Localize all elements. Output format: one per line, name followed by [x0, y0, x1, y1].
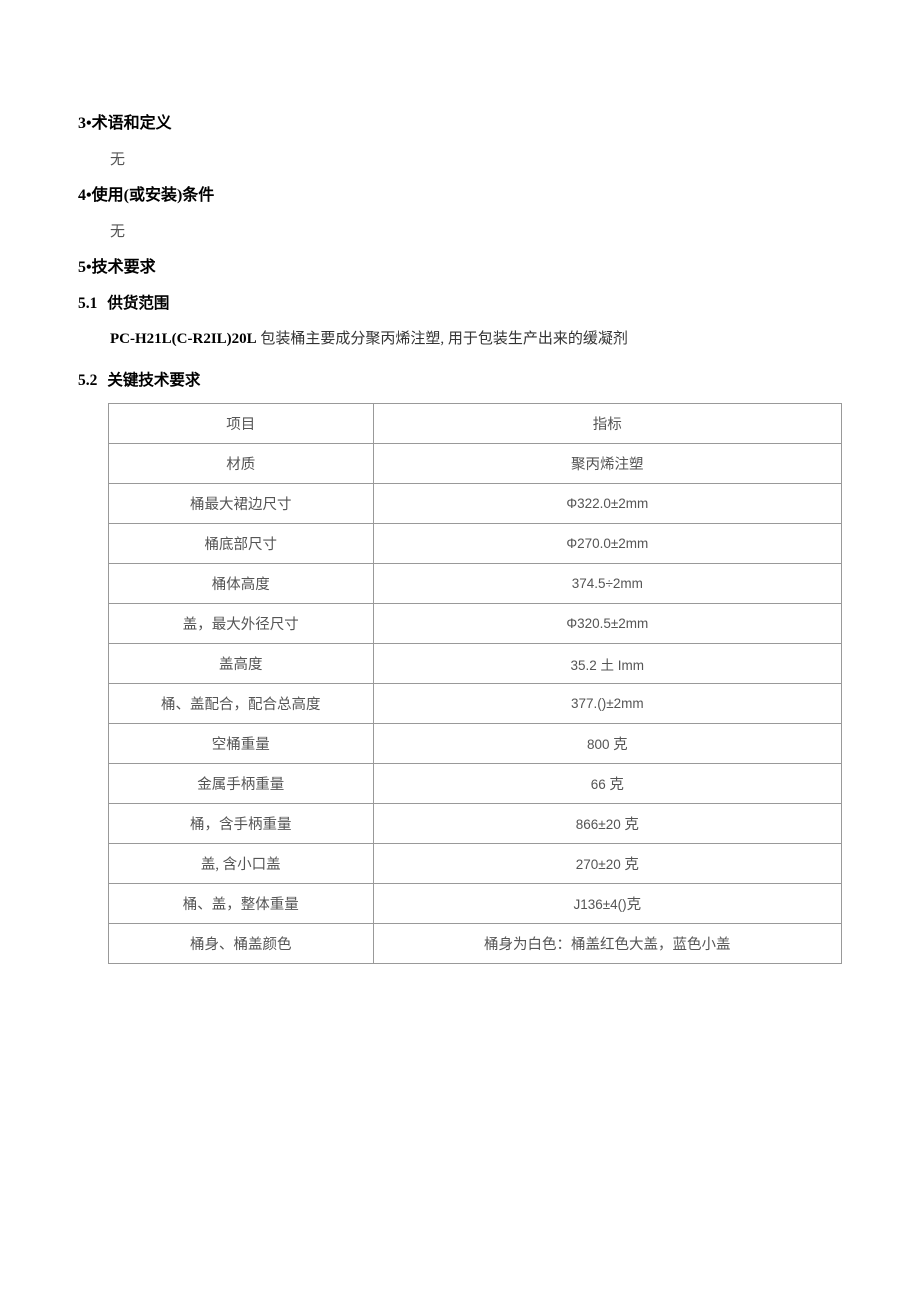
section-5-num: 5 — [78, 259, 86, 276]
supply-scope-text: PC-H21L(C-R2IL)20L 包装桶主要成分聚丙烯注塑, 用于包装生产出… — [78, 326, 842, 353]
table-row-label: 桶底部尺寸 — [109, 524, 374, 564]
table-row-label: 盖, 含小口盖 — [109, 844, 374, 884]
section-5-heading: 5•技术要求 — [78, 254, 842, 283]
section-5-2-heading: 5.2 关键技术要求 — [78, 367, 842, 395]
table-row-label: 桶、盖，整体重量 — [109, 884, 374, 924]
table-row-value: Φ320.5±2mm — [373, 604, 841, 644]
section-4-title: 使用(或安装)条件 — [92, 187, 215, 204]
table-header-value: 指标 — [373, 404, 841, 444]
table-row-label: 桶、盖配合，配合总高度 — [109, 684, 374, 724]
table-row-label: 桶体高度 — [109, 564, 374, 604]
section-5-title: 技术要求 — [92, 259, 156, 276]
table-row: 材质聚丙烯注塑 — [109, 444, 842, 484]
spec-table-body: 项目指标材质聚丙烯注塑桶最大裙边尺寸Φ322.0±2mm桶底部尺寸Φ270.0±… — [109, 404, 842, 964]
table-row-label: 桶最大裙边尺寸 — [109, 484, 374, 524]
section-3-heading: 3•术语和定义 — [78, 110, 842, 139]
table-row-value: 35.2 土 Imm — [373, 644, 841, 684]
table-row: 空桶重量800 克 — [109, 724, 842, 764]
section-5-1-heading: 5.1 供货范围 — [78, 290, 842, 318]
section-5-2-num: 5.2 — [78, 372, 97, 389]
table-row-value: 866±20 克 — [373, 804, 841, 844]
table-row-value: 270±20 克 — [373, 844, 841, 884]
section-5-2-title: 关键技术要求 — [107, 372, 200, 389]
table-row: 桶体高度374.5÷2mm — [109, 564, 842, 604]
table-row: 桶底部尺寸Φ270.0±2mm — [109, 524, 842, 564]
table-row-value: 374.5÷2mm — [373, 564, 841, 604]
table-header-label: 项目 — [109, 404, 374, 444]
table-row: 桶身、桶盖颜色桶身为白色：桶盖红色大盖，蓝色小盖 — [109, 924, 842, 964]
spec-table: 项目指标材质聚丙烯注塑桶最大裙边尺寸Φ322.0±2mm桶底部尺寸Φ270.0±… — [108, 403, 842, 964]
table-row-value: 桶身为白色：桶盖红色大盖，蓝色小盖 — [373, 924, 841, 964]
table-row: 金属手柄重量66 克 — [109, 764, 842, 804]
section-4-heading: 4•使用(或安装)条件 — [78, 182, 842, 211]
section-3-body: 无 — [78, 147, 842, 174]
table-row-label: 盖高度 — [109, 644, 374, 684]
table-row: 桶，含手柄重量866±20 克 — [109, 804, 842, 844]
table-row-value: 800 克 — [373, 724, 841, 764]
table-row-value: 377.()±2mm — [373, 684, 841, 724]
supply-desc: 包装桶主要成分聚丙烯注塑, 用于包装生产出来的缓凝剂 — [257, 331, 628, 347]
section-3-title: 术语和定义 — [92, 115, 172, 132]
table-row-label: 金属手柄重量 — [109, 764, 374, 804]
table-row-label: 空桶重量 — [109, 724, 374, 764]
table-row: 桶、盖配合，配合总高度377.()±2mm — [109, 684, 842, 724]
table-row: 桶最大裙边尺寸Φ322.0±2mm — [109, 484, 842, 524]
product-code: PC-H21L(C-R2IL)20L — [110, 331, 257, 347]
section-5-1-title: 供货范围 — [107, 295, 169, 312]
table-row-label: 材质 — [109, 444, 374, 484]
table-row: 桶、盖，整体重量J136±4()克 — [109, 884, 842, 924]
section-5-1-num: 5.1 — [78, 295, 97, 312]
section-3-num: 3 — [78, 115, 86, 132]
table-row-label: 桶，含手柄重量 — [109, 804, 374, 844]
table-row-value: 66 克 — [373, 764, 841, 804]
table-row-value: Φ270.0±2mm — [373, 524, 841, 564]
table-row: 盖, 含小口盖270±20 克 — [109, 844, 842, 884]
table-header-row: 项目指标 — [109, 404, 842, 444]
table-row: 盖高度35.2 土 Imm — [109, 644, 842, 684]
table-row-label: 桶身、桶盖颜色 — [109, 924, 374, 964]
table-row-label: 盖，最大外径尺寸 — [109, 604, 374, 644]
section-4-num: 4 — [78, 187, 86, 204]
table-row-value: J136±4()克 — [373, 884, 841, 924]
table-row-value: Φ322.0±2mm — [373, 484, 841, 524]
table-row-value: 聚丙烯注塑 — [373, 444, 841, 484]
table-row: 盖，最大外径尺寸Φ320.5±2mm — [109, 604, 842, 644]
section-4-body: 无 — [78, 219, 842, 246]
